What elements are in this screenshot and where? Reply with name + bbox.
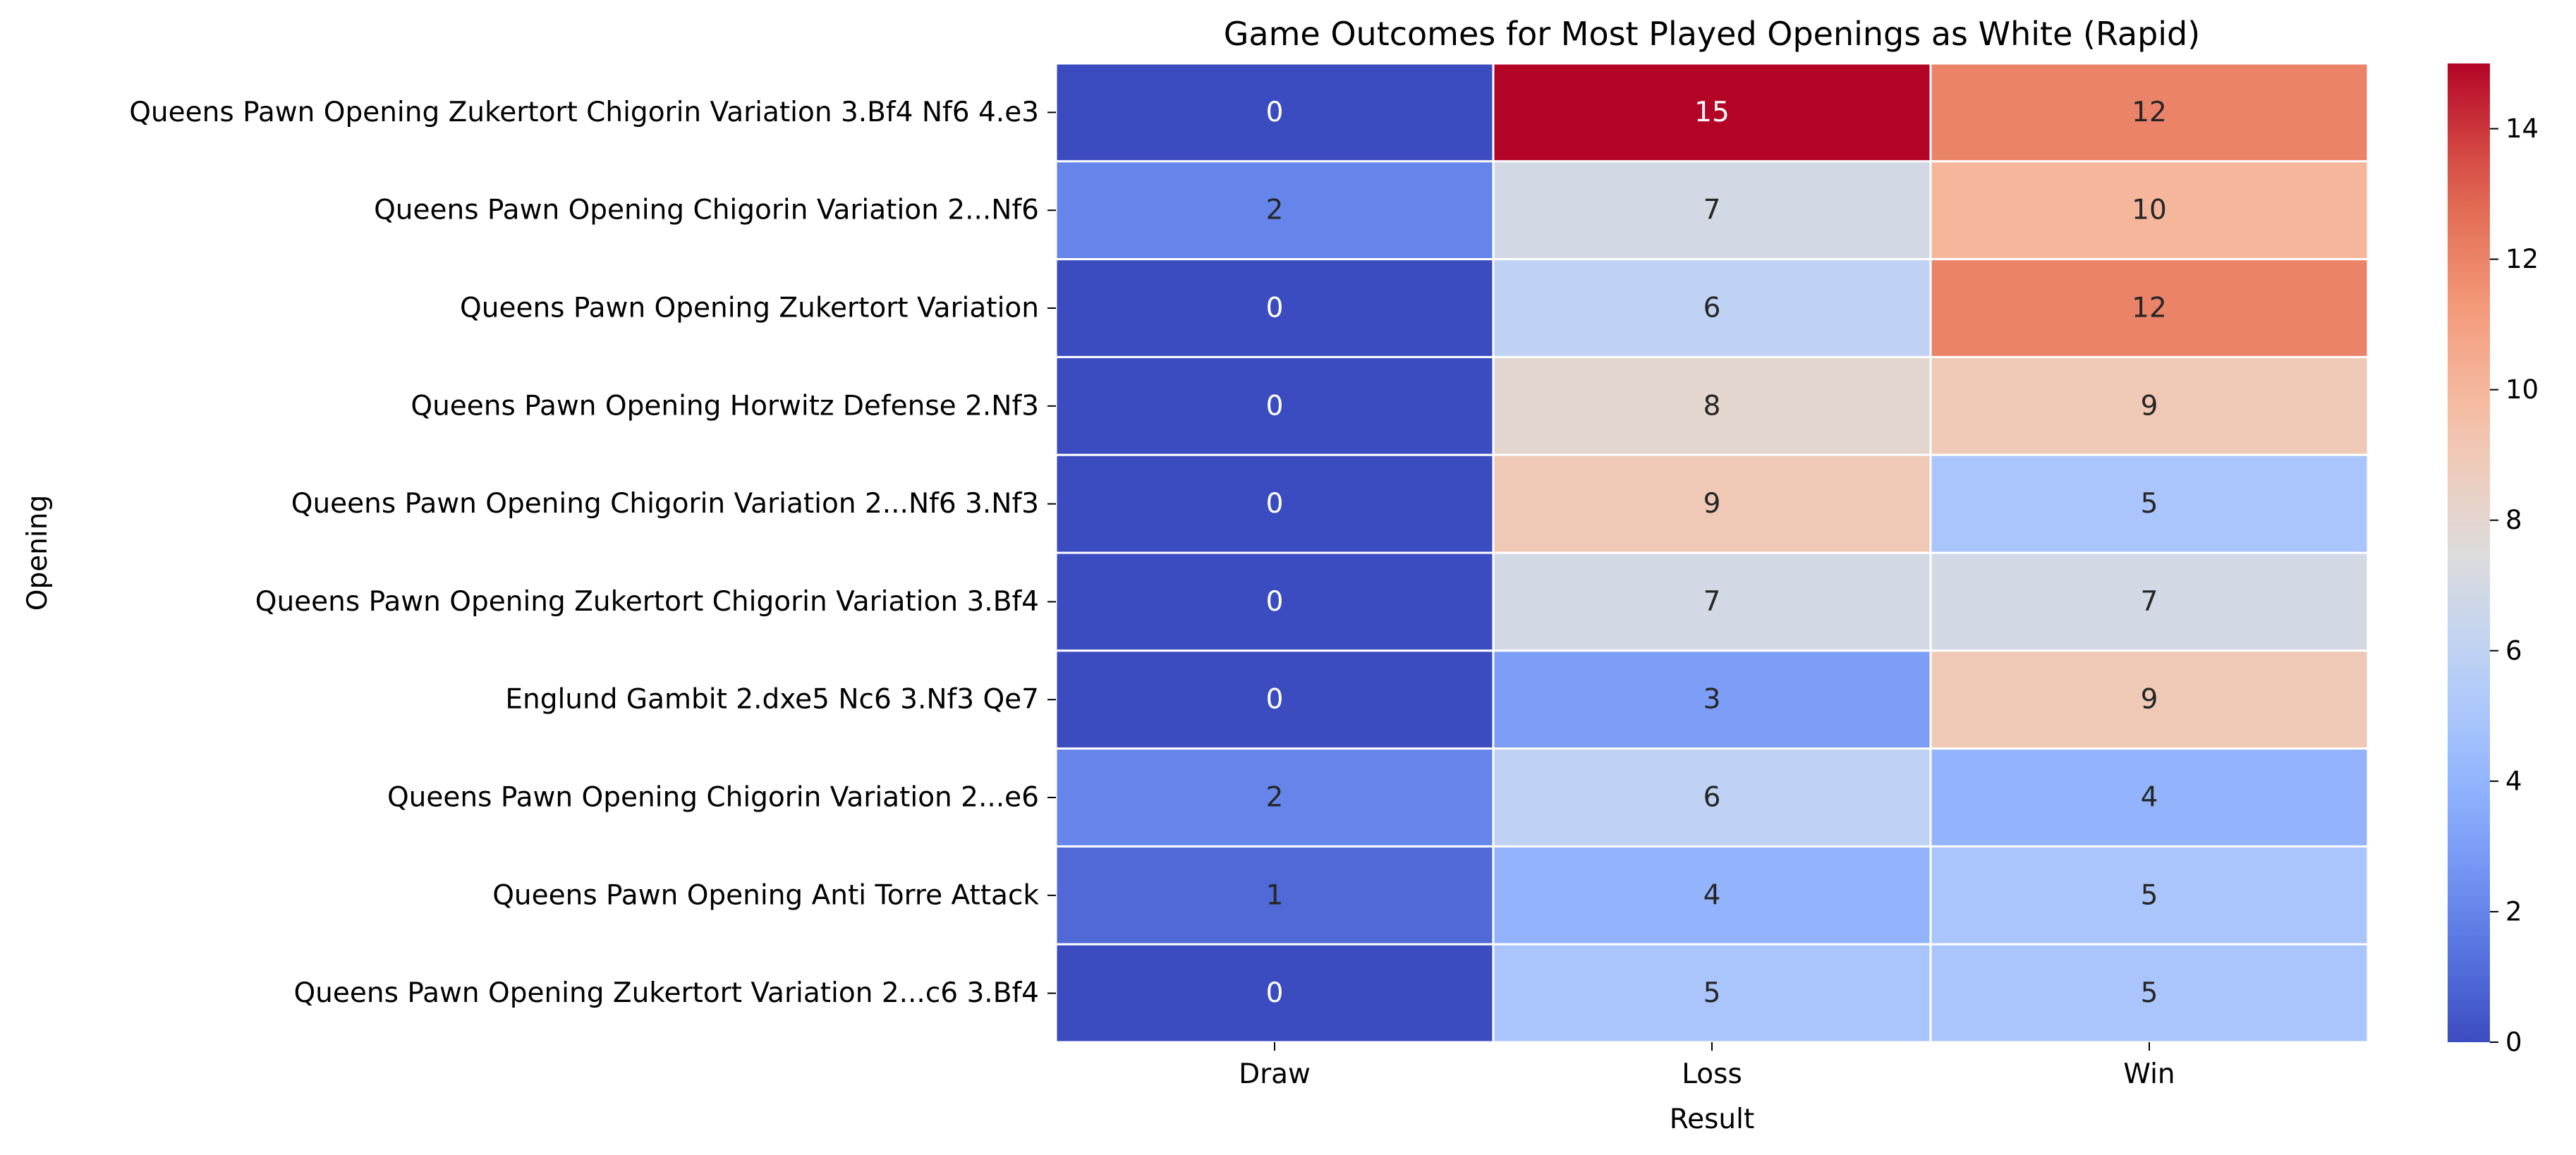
y-axis-tick-labels: Queens Pawn Opening Zukertort Chigorin V… xyxy=(129,97,1056,1009)
heatmap-cell xyxy=(1929,355,2369,456)
cell-value-label: 7 xyxy=(2141,586,2158,618)
colorbar-tick-label: 4 xyxy=(2505,766,2522,796)
heatmap-cell xyxy=(1492,551,1932,652)
cell-value-label: 4 xyxy=(2141,782,2158,814)
y-tick-label: Englund Gambit 2.dxe5 Nc6 3.Nf3 Qe7 xyxy=(505,684,1039,716)
cell-value-label: 0 xyxy=(1266,488,1284,520)
cell-value-label: 7 xyxy=(1703,195,1721,226)
heatmap-cell xyxy=(1055,845,1495,946)
heatmap-cell xyxy=(1055,62,1495,163)
y-tick-label: Queens Pawn Opening Zukertort Chigorin V… xyxy=(129,97,1039,128)
heatmap-cell xyxy=(1492,453,1932,554)
colorbar xyxy=(2448,63,2490,1042)
cell-value-labels: 0 15 12 2 7 10 0 6 12 0 8 9 0 9 5 0 7 7 0 3 9 2 6 4 1 4 5 0 5 5 xyxy=(1266,97,2167,1009)
heatmap-cell xyxy=(1929,160,2369,261)
heatmap-cell xyxy=(1055,747,1495,848)
heatmap-cells xyxy=(1055,62,2369,1044)
heatmap-cell xyxy=(1929,649,2369,750)
heatmap-cell xyxy=(1492,160,1932,261)
cell-value-label: 5 xyxy=(2141,977,2158,1009)
heatmap-cell xyxy=(1929,62,2369,163)
cell-value-label: 9 xyxy=(2141,684,2158,716)
heatmap-cell xyxy=(1492,649,1932,750)
heatmap-cell xyxy=(1055,355,1495,456)
colorbar-tick-label: 10 xyxy=(2505,374,2539,405)
heatmap-cell xyxy=(1929,747,2369,848)
cell-value-label: 2 xyxy=(1266,782,1284,814)
heatmap-cell xyxy=(1492,258,1932,358)
cell-value-label: 5 xyxy=(1703,977,1721,1009)
cell-value-label: 0 xyxy=(1266,684,1284,716)
y-tick-label: Queens Pawn Opening Anti Torre Attack xyxy=(492,879,1039,911)
cell-value-label: 15 xyxy=(1694,97,1730,128)
heatmap-cell xyxy=(1929,551,2369,652)
cell-value-label: 7 xyxy=(1703,586,1721,618)
heatmap-cell xyxy=(1055,160,1495,261)
x-axis-tick-labels: Draw Loss Win xyxy=(1239,1042,2175,1090)
colorbar-tick-label: 8 xyxy=(2505,505,2522,535)
y-tick-label: Queens Pawn Opening Zukertort Chigorin V… xyxy=(255,586,1039,618)
cell-value-label: 0 xyxy=(1266,586,1284,618)
cell-value-label: 0 xyxy=(1266,97,1284,128)
heatmap-cell xyxy=(1055,453,1495,554)
cell-value-label: 6 xyxy=(1703,293,1721,324)
heatmap-cell xyxy=(1492,62,1932,163)
cell-value-label: 3 xyxy=(1703,684,1721,716)
colorbar-tick-label: 6 xyxy=(2505,635,2522,666)
cell-value-label: 9 xyxy=(2141,390,2158,422)
x-tick-label: Draw xyxy=(1239,1058,1311,1090)
heatmap-cell xyxy=(1929,943,2369,1044)
y-tick-label: Queens Pawn Opening Horwitz Defense 2.Nf… xyxy=(411,390,1039,422)
cell-value-label: 6 xyxy=(1703,782,1721,814)
y-axis-label: Opening xyxy=(22,495,54,611)
heatmap-cell xyxy=(1055,649,1495,750)
cell-value-label: 4 xyxy=(1703,879,1721,911)
cell-value-label: 12 xyxy=(2132,97,2167,128)
cell-value-label: 0 xyxy=(1266,977,1284,1009)
cell-value-label: 5 xyxy=(2141,879,2158,911)
cell-value-label: 2 xyxy=(1266,195,1284,226)
x-tick-label: Win xyxy=(2123,1058,2175,1090)
heatmap-cell xyxy=(1929,845,2369,946)
cell-value-label: 9 xyxy=(1703,488,1721,520)
x-tick-label: Loss xyxy=(1682,1058,1742,1090)
cell-value-label: 10 xyxy=(2132,195,2167,226)
cell-value-label: 8 xyxy=(1703,390,1721,422)
colorbar-tick-label: 12 xyxy=(2505,244,2539,274)
cell-value-label: 0 xyxy=(1266,293,1284,324)
colorbar-ticks: 0 2 4 6 8 10 12 14 xyxy=(2490,114,2539,1058)
cell-value-label: 0 xyxy=(1266,390,1284,422)
colorbar-tick-label: 2 xyxy=(2505,896,2522,927)
y-tick-label: Queens Pawn Opening Chigorin Variation 2… xyxy=(387,782,1039,814)
chart-title: Game Outcomes for Most Played Openings a… xyxy=(1224,15,2200,53)
y-tick-label: Queens Pawn Opening Chigorin Variation 2… xyxy=(291,488,1039,520)
cell-value-label: 5 xyxy=(2141,488,2158,520)
y-tick-label: Queens Pawn Opening Chigorin Variation 2… xyxy=(374,195,1039,226)
x-axis-label: Result xyxy=(1670,1104,1755,1135)
colorbar-tick-label: 0 xyxy=(2505,1027,2522,1058)
y-tick-label: Queens Pawn Opening Zukertort Variation … xyxy=(293,977,1039,1009)
heatmap-cell xyxy=(1492,943,1932,1044)
heatmap-cell xyxy=(1055,943,1495,1044)
cell-value-label: 12 xyxy=(2132,293,2167,324)
heatmap-cell xyxy=(1492,747,1932,848)
y-tick-label: Queens Pawn Opening Zukertort Variation xyxy=(460,293,1039,324)
heatmap-cell xyxy=(1929,453,2369,554)
cell-value-label: 1 xyxy=(1266,879,1284,911)
colorbar-tick-label: 14 xyxy=(2505,114,2539,144)
